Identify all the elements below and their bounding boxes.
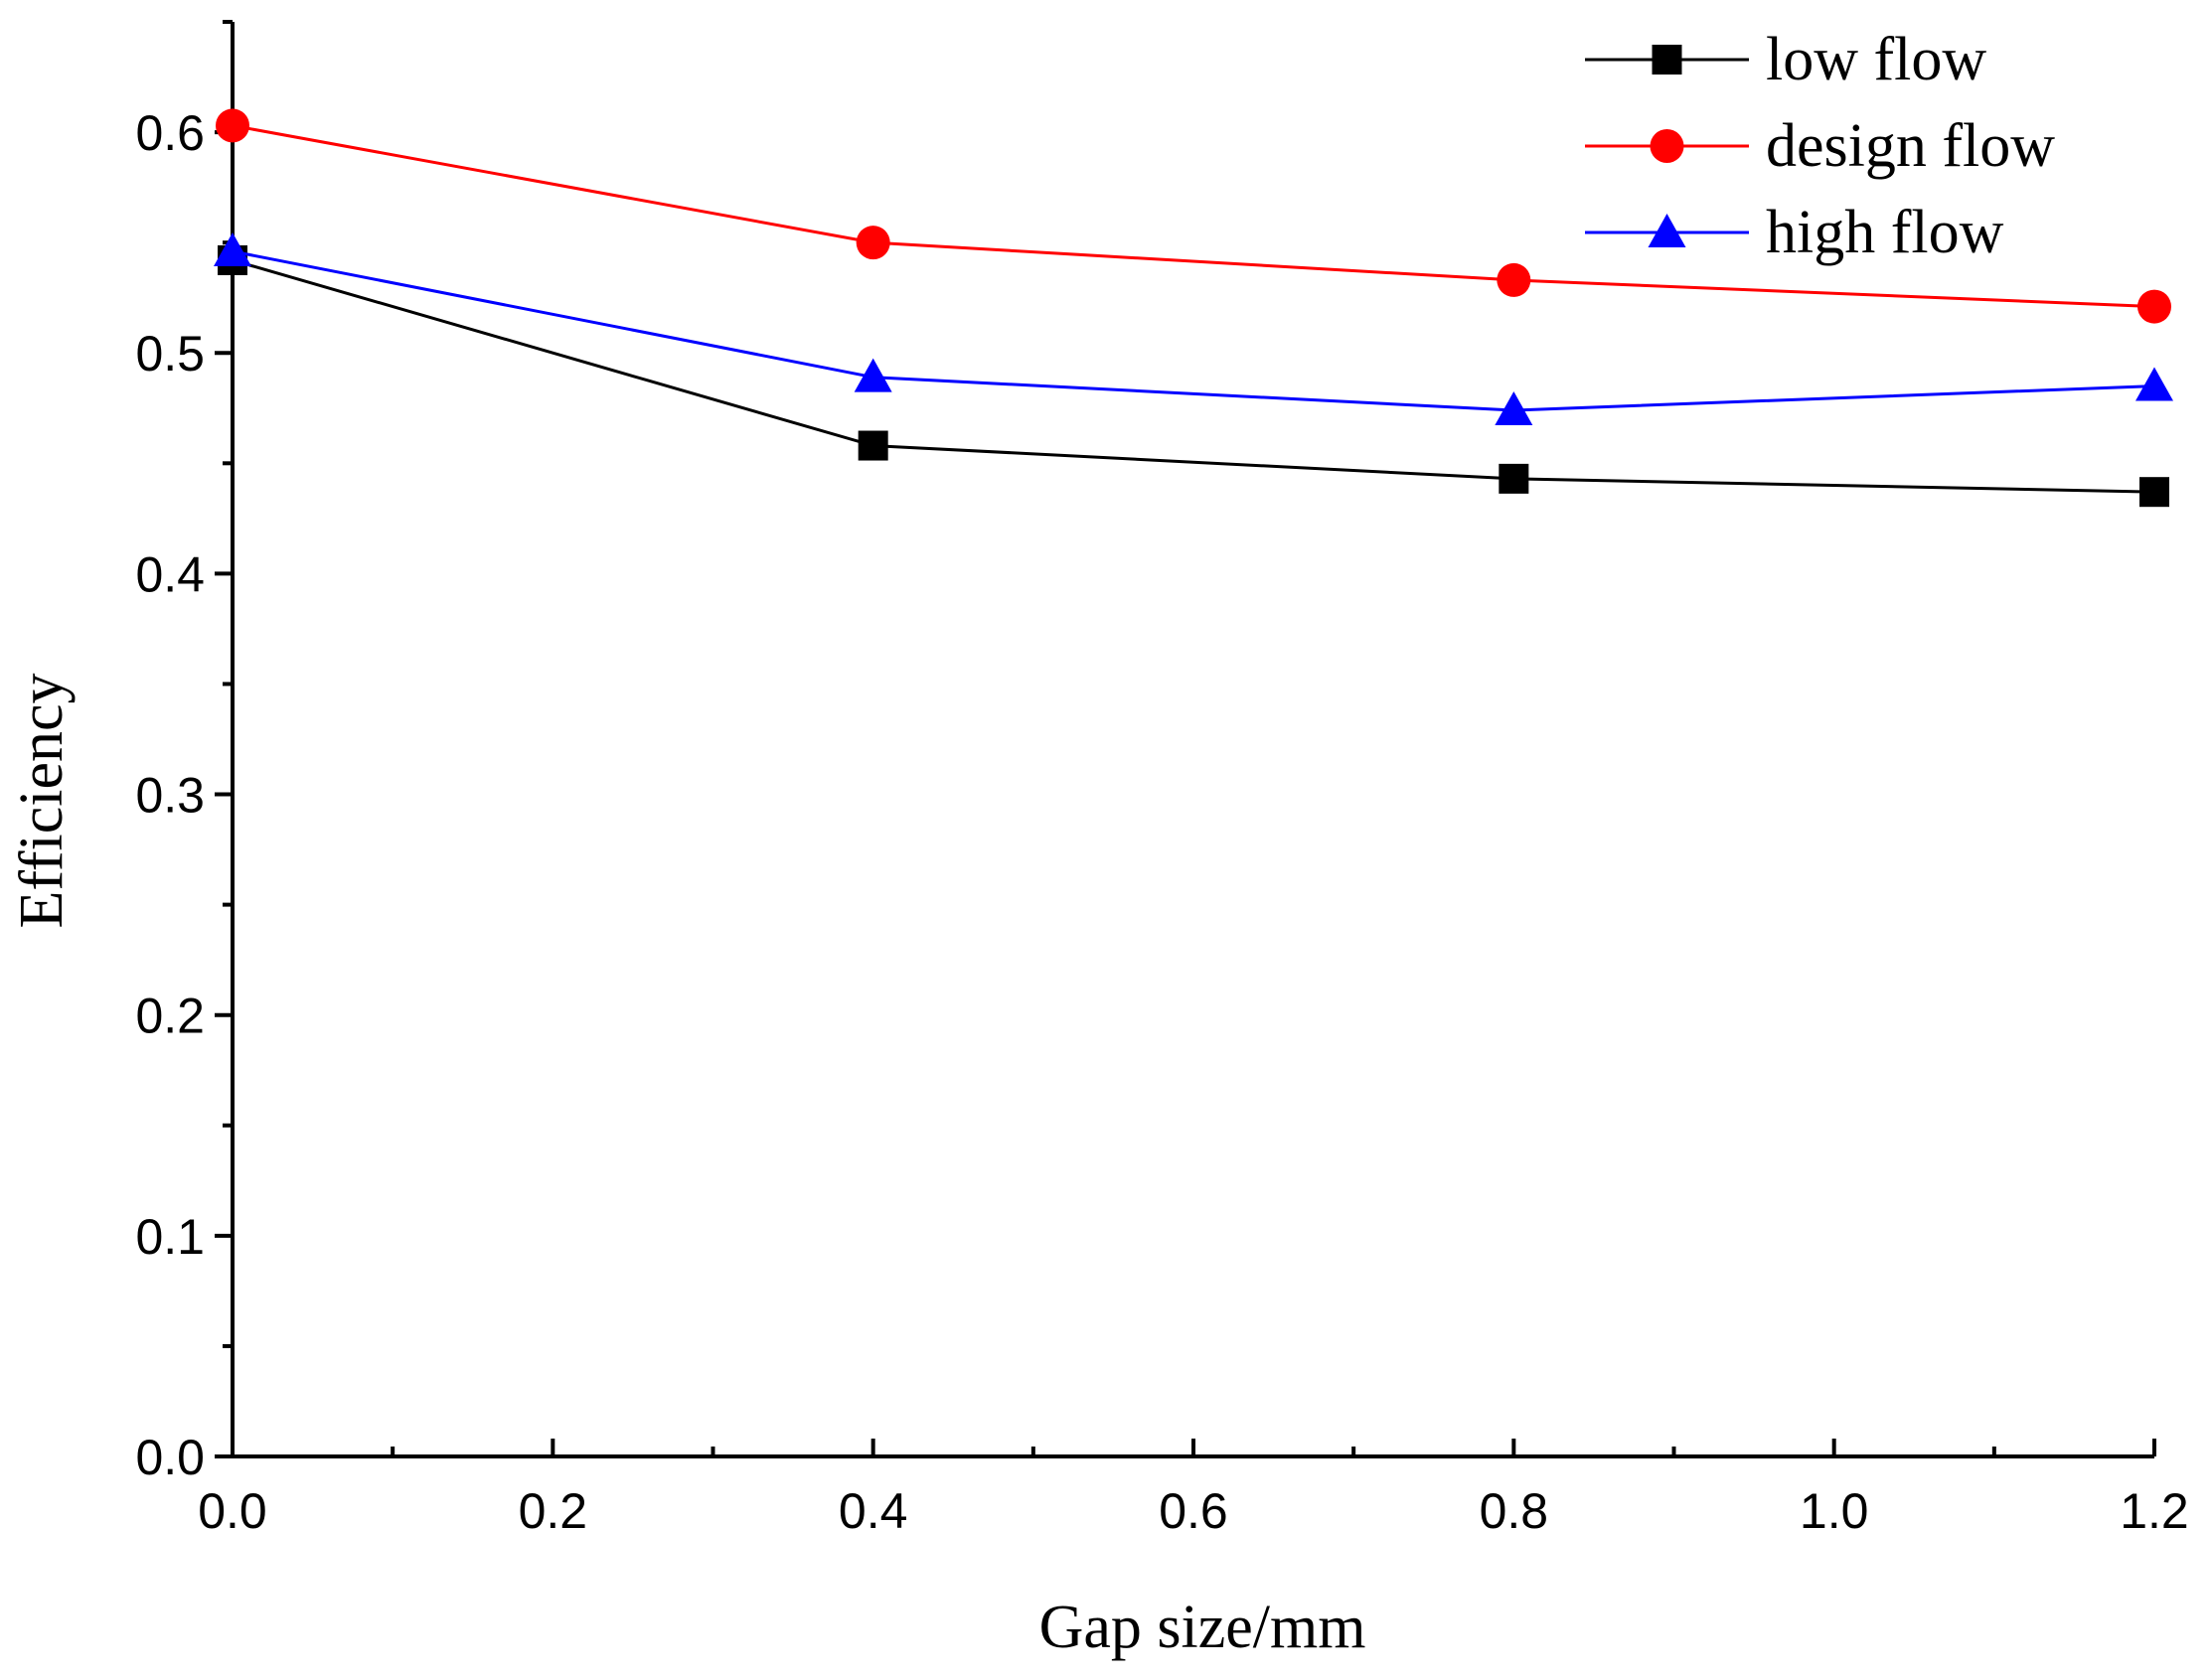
plot-series xyxy=(214,108,2173,508)
legend-entry-high-flow: high flow xyxy=(1585,199,2004,266)
x-tick-label: 1.2 xyxy=(2120,1483,2189,1539)
series-low-flow xyxy=(218,244,2169,508)
y-tick-label: 0.0 xyxy=(135,1430,205,1485)
legend-entry-low-flow: low flow xyxy=(1585,26,1986,93)
legend-marker xyxy=(1652,45,1682,75)
data-point-high-flow xyxy=(854,358,892,392)
x-tick-label: 0.2 xyxy=(519,1483,588,1539)
y-axis-title: Efficiency xyxy=(8,673,76,928)
y-tick-label: 0.2 xyxy=(135,989,205,1044)
data-point-high-flow xyxy=(214,232,251,267)
y-tick-label: 0.6 xyxy=(135,105,205,161)
x-tick-label: 0.8 xyxy=(1480,1483,1549,1539)
x-tick-label: 0.4 xyxy=(839,1483,908,1539)
legend-entry-design-flow: design flow xyxy=(1585,112,2055,180)
data-point-design-flow xyxy=(2137,289,2171,324)
legend-label: high flow xyxy=(1766,199,2004,266)
data-point-design-flow xyxy=(1497,262,1531,297)
legend-label: design flow xyxy=(1766,112,2055,180)
legend-label: low flow xyxy=(1766,26,1986,93)
series-high-flow xyxy=(214,232,2173,425)
data-point-design-flow xyxy=(216,108,249,143)
y-tick-label: 0.1 xyxy=(135,1209,205,1265)
data-point-high-flow xyxy=(1495,390,1533,425)
y-tick-label: 0.5 xyxy=(135,326,205,382)
legend-marker xyxy=(1648,214,1686,247)
data-point-low-flow xyxy=(858,430,888,461)
data-point-low-flow xyxy=(1499,463,1529,494)
series-line-high-flow xyxy=(232,249,2155,412)
legend: low flow design flow high flow xyxy=(1585,26,2055,266)
legend-marker xyxy=(1650,129,1684,163)
series-line-design-flow xyxy=(232,123,2155,309)
x-axis-title: Gap size/mm xyxy=(1039,1594,1366,1661)
x-tick-label: 1.0 xyxy=(1800,1483,1869,1539)
y-tick-label: 0.3 xyxy=(135,768,205,824)
data-point-high-flow xyxy=(2135,367,2173,401)
y-tick-label: 0.4 xyxy=(135,546,205,602)
axes: 0.0 0.1 0.2 0.3 0.4 0.5 0.6 0.0 0.2 0.4 0.6 0.8 1.0 1… xyxy=(135,20,2189,1539)
data-point-low-flow xyxy=(2139,477,2169,508)
data-point-design-flow xyxy=(856,226,890,260)
x-tick-label: 0.6 xyxy=(1159,1483,1228,1539)
x-tick-label: 0.0 xyxy=(198,1483,267,1539)
series-line-low-flow xyxy=(232,258,2155,494)
series-design-flow xyxy=(216,108,2171,324)
